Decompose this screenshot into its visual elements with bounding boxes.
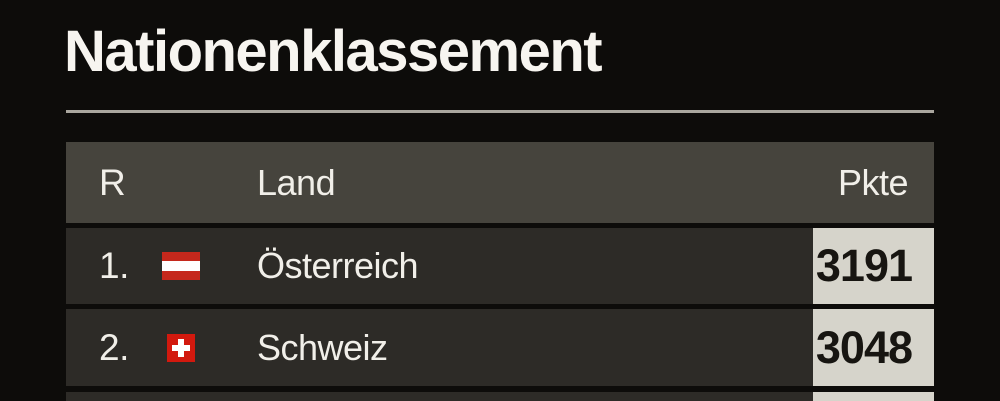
rank-value: 1. bbox=[99, 245, 129, 286]
points-cell: 3048 bbox=[813, 309, 934, 386]
table-row: 2. Schweiz 3048 bbox=[66, 309, 934, 386]
points-cell: 3191 bbox=[813, 228, 934, 304]
points-value: 3048 bbox=[815, 321, 913, 373]
points-cell bbox=[813, 392, 934, 401]
title-underline bbox=[66, 110, 934, 113]
table-header-row: R Land Pkte bbox=[66, 142, 934, 223]
points-value: 3191 bbox=[815, 240, 913, 291]
header-country: Land bbox=[257, 161, 336, 203]
austria-flag-icon bbox=[162, 252, 200, 280]
flag-slot bbox=[162, 252, 200, 280]
country-name: Schweiz bbox=[257, 326, 388, 368]
switzerland-flag-icon bbox=[167, 333, 195, 362]
flag-slot bbox=[162, 333, 200, 362]
table-row: 1. Österreich 3191 bbox=[66, 228, 934, 304]
rank-value: 2. bbox=[99, 326, 129, 368]
header-points: Pkte bbox=[837, 161, 909, 203]
table-row-partial bbox=[66, 392, 934, 401]
country-name: Österreich bbox=[257, 245, 419, 286]
page-title: Nationenklassement bbox=[64, 19, 603, 84]
header-rank: R bbox=[99, 161, 126, 203]
